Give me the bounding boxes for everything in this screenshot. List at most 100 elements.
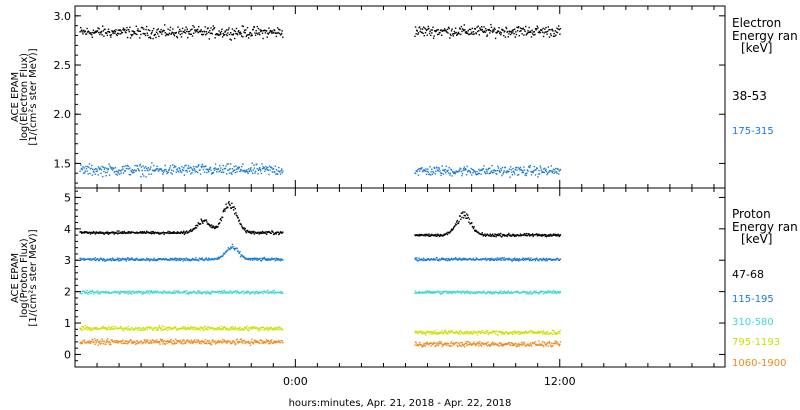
proton-point-1060-1900 — [421, 346, 423, 348]
proton-point-47-68 — [243, 229, 246, 231]
electron-point-38-53 — [126, 36, 129, 39]
electron-point-38-53 — [271, 32, 273, 34]
proton-point-795-1193 — [461, 331, 463, 333]
proton-point-795-1193 — [259, 329, 261, 331]
electron-point-38-53 — [234, 37, 236, 40]
proton-point-795-1193 — [524, 331, 526, 333]
electron-point-38-53 — [468, 33, 470, 36]
electron-point-175-315 — [187, 167, 189, 169]
electron-panel: 1.52.02.53.0 ACE EPAM log(Electron Flux)… — [10, 5, 798, 189]
proton-point-1060-1900 — [97, 341, 100, 343]
electron-point-175-315 — [140, 166, 143, 168]
electron-point-175-315 — [148, 169, 151, 171]
proton-point-115-195 — [216, 258, 218, 260]
electron-point-175-315 — [268, 173, 270, 176]
proton-point-47-68 — [213, 227, 216, 230]
proton-point-47-68 — [241, 225, 243, 227]
proton-point-115-195 — [237, 250, 239, 252]
electron-point-38-53 — [538, 31, 540, 34]
electron-point-38-53 — [492, 29, 494, 31]
electron-point-38-53 — [186, 30, 188, 33]
proton-point-795-1193 — [445, 329, 447, 332]
electron-point-175-315 — [558, 173, 560, 175]
electron-point-175-315 — [486, 170, 488, 172]
proton-point-115-195 — [432, 257, 435, 260]
electron-point-175-315 — [221, 169, 224, 171]
electron-point-175-315 — [536, 167, 538, 170]
proton-point-1060-1900 — [108, 343, 111, 346]
proton-point-795-1193 — [119, 327, 121, 329]
proton-point-795-1193 — [232, 327, 235, 329]
proton-point-795-1193 — [263, 329, 265, 331]
proton-point-795-1193 — [482, 329, 484, 332]
proton-point-795-1193 — [516, 331, 519, 333]
proton-point-47-68 — [425, 233, 427, 235]
proton-point-310-580 — [268, 292, 270, 294]
electron-point-175-315 — [460, 168, 462, 170]
electron-point-175-315 — [241, 170, 243, 172]
electron-point-175-315 — [215, 168, 217, 170]
electron-point-175-315 — [257, 169, 260, 172]
electron-point-175-315 — [195, 166, 197, 168]
proton-point-795-1193 — [418, 331, 420, 333]
electron-point-175-315 — [460, 170, 463, 173]
proton-point-47-68 — [268, 230, 270, 233]
proton-point-47-68 — [265, 233, 268, 235]
proton-point-1060-1900 — [224, 340, 227, 342]
proton-point-1060-1900 — [500, 344, 502, 347]
proton-point-115-195 — [183, 258, 186, 260]
proton-point-47-68 — [115, 232, 118, 234]
electron-point-38-53 — [169, 26, 172, 29]
proton-point-1060-1900 — [206, 339, 209, 342]
proton-point-795-1193 — [181, 326, 184, 328]
electron-point-38-53 — [235, 27, 238, 30]
electron-point-175-315 — [125, 165, 127, 167]
electron-point-38-53 — [462, 29, 464, 31]
electron-point-38-53 — [272, 31, 275, 34]
proton-point-795-1193 — [450, 331, 452, 333]
proton-point-115-195 — [263, 256, 265, 259]
proton-point-1060-1900 — [449, 345, 452, 347]
proton-point-795-1193 — [232, 328, 234, 330]
electron-point-175-315 — [82, 166, 84, 168]
proton-point-1060-1900 — [217, 341, 219, 344]
proton-point-1060-1900 — [430, 342, 432, 344]
electron-point-175-315 — [436, 169, 439, 171]
electron-point-38-53 — [505, 27, 508, 30]
proton-point-47-68 — [549, 234, 551, 236]
electron-point-38-53 — [278, 28, 280, 31]
proton-point-47-68 — [123, 230, 125, 233]
proton-point-795-1193 — [435, 331, 437, 334]
proton-point-795-1193 — [136, 328, 139, 330]
electron-point-175-315 — [556, 172, 558, 174]
electron-point-38-53 — [209, 32, 212, 34]
proton-point-115-195 — [538, 260, 540, 262]
proton-point-47-68 — [117, 232, 119, 234]
electron-point-38-53 — [100, 30, 103, 33]
proton-point-310-580 — [87, 293, 89, 295]
proton-point-115-195 — [458, 258, 460, 260]
electron-point-175-315 — [259, 167, 261, 169]
electron-point-38-53 — [119, 33, 122, 35]
electron-point-175-315 — [234, 169, 236, 171]
proton-point-795-1193 — [105, 327, 107, 329]
proton-point-795-1193 — [544, 333, 547, 335]
proton-point-795-1193 — [431, 333, 433, 335]
electron-point-38-53 — [422, 32, 424, 35]
electron-point-38-53 — [154, 33, 157, 36]
proton-point-115-195 — [125, 258, 127, 260]
electron-point-38-53 — [244, 32, 246, 34]
proton-point-1060-1900 — [124, 340, 126, 342]
proton-point-47-68 — [206, 221, 208, 223]
electron-point-38-53 — [428, 32, 431, 35]
electron-point-175-315 — [114, 170, 116, 173]
electron-point-175-315 — [503, 171, 505, 174]
electron-point-175-315 — [470, 167, 472, 170]
electron-point-38-53 — [270, 29, 272, 32]
proton-point-115-195 — [512, 258, 514, 260]
electron-point-38-53 — [198, 26, 200, 28]
proton-point-1060-1900 — [188, 340, 191, 342]
proton-point-795-1193 — [497, 331, 500, 333]
electron-point-175-315 — [485, 168, 487, 171]
electron-point-175-315 — [155, 168, 158, 170]
